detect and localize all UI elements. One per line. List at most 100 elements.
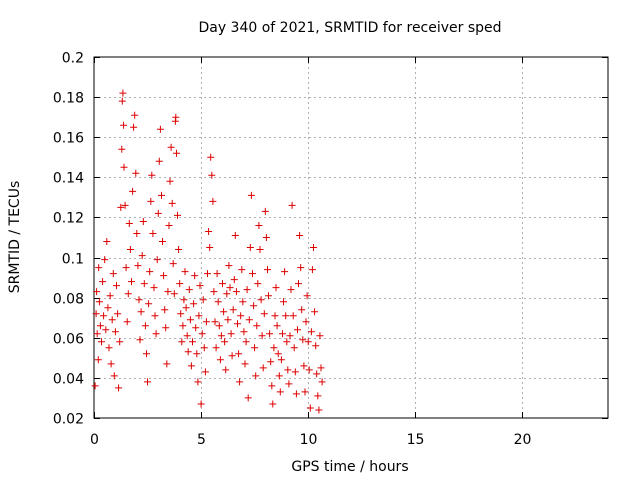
data-point (297, 264, 305, 272)
data-point (226, 284, 234, 292)
data-point (207, 153, 215, 161)
data-point (225, 262, 233, 270)
data-point (190, 300, 198, 308)
data-point (256, 246, 264, 253)
data-point (174, 211, 181, 219)
data-point (147, 197, 155, 205)
data-point (261, 207, 269, 215)
data-point (247, 191, 255, 199)
data-point (223, 290, 231, 298)
data-point (125, 220, 133, 227)
data-point (287, 286, 295, 294)
data-point (302, 318, 310, 326)
data-point (280, 298, 287, 306)
data-point (316, 332, 324, 340)
data-point (193, 350, 201, 358)
y-tick-label: 0.18 (53, 91, 84, 107)
x-tick-label: 15 (407, 432, 425, 448)
data-point (109, 270, 117, 278)
data-point (194, 378, 202, 386)
data-point (150, 284, 158, 292)
data-point (220, 308, 228, 316)
data-point (102, 326, 110, 334)
data-point (134, 262, 142, 270)
data-point (201, 368, 209, 376)
data-point (135, 296, 143, 304)
data-point (244, 394, 252, 402)
data-point (259, 364, 267, 372)
data-point (93, 330, 101, 338)
data-point (227, 330, 235, 338)
data-point (242, 338, 250, 346)
y-tick-label: 0.1 (62, 252, 84, 268)
data-point (268, 382, 276, 390)
data-point (168, 199, 176, 207)
data-point (298, 306, 306, 314)
data-point (284, 366, 292, 374)
data-point (117, 203, 125, 211)
data-point (187, 362, 195, 370)
data-point (118, 97, 126, 105)
data-point (91, 382, 99, 390)
data-point (107, 360, 115, 368)
data-point (252, 372, 260, 380)
data-point (108, 316, 116, 324)
data-point (137, 308, 145, 316)
data-point (167, 143, 175, 151)
data-point (177, 310, 185, 318)
data-point (236, 378, 244, 386)
data-point (95, 264, 103, 272)
data-point (231, 232, 239, 239)
data-point (184, 348, 192, 356)
data-point (266, 330, 274, 338)
data-point (262, 234, 270, 241)
data-point (140, 280, 148, 288)
data-point (124, 290, 132, 298)
data-points (91, 89, 326, 414)
data-point (269, 400, 277, 408)
data-point (272, 284, 280, 292)
data-point (299, 336, 307, 344)
data-point (144, 378, 151, 386)
data-point (93, 288, 101, 296)
data-point (288, 201, 296, 209)
data-point (165, 222, 173, 229)
data-point (115, 384, 123, 392)
data-point (156, 125, 164, 133)
data-point (185, 286, 193, 294)
data-point (113, 282, 120, 290)
data-point (265, 292, 272, 300)
data-point (99, 278, 107, 286)
data-point (290, 344, 298, 352)
data-point (210, 288, 218, 296)
data-point (100, 312, 108, 320)
data-point (141, 322, 149, 330)
data-point (243, 286, 251, 294)
data-point (212, 344, 220, 352)
data-point (238, 266, 246, 274)
data-point (158, 191, 165, 199)
data-point (131, 111, 139, 119)
data-point (186, 316, 194, 324)
data-point (312, 342, 320, 350)
data-point (138, 252, 146, 260)
data-point (103, 238, 111, 245)
data-point (257, 296, 265, 304)
data-point (251, 344, 259, 352)
data-point (182, 304, 190, 312)
data-point (166, 177, 174, 185)
data-point (128, 278, 135, 286)
data-point (306, 404, 314, 412)
data-point (208, 171, 216, 179)
data-point (199, 296, 207, 304)
data-point (217, 332, 225, 340)
data-point (292, 390, 300, 398)
data-point (122, 264, 130, 272)
data-point (164, 288, 172, 296)
data-point (310, 244, 317, 251)
data-point (106, 292, 114, 300)
data-point (314, 392, 322, 400)
data-point (235, 350, 243, 358)
data-point (214, 298, 222, 306)
data-point (318, 378, 326, 386)
